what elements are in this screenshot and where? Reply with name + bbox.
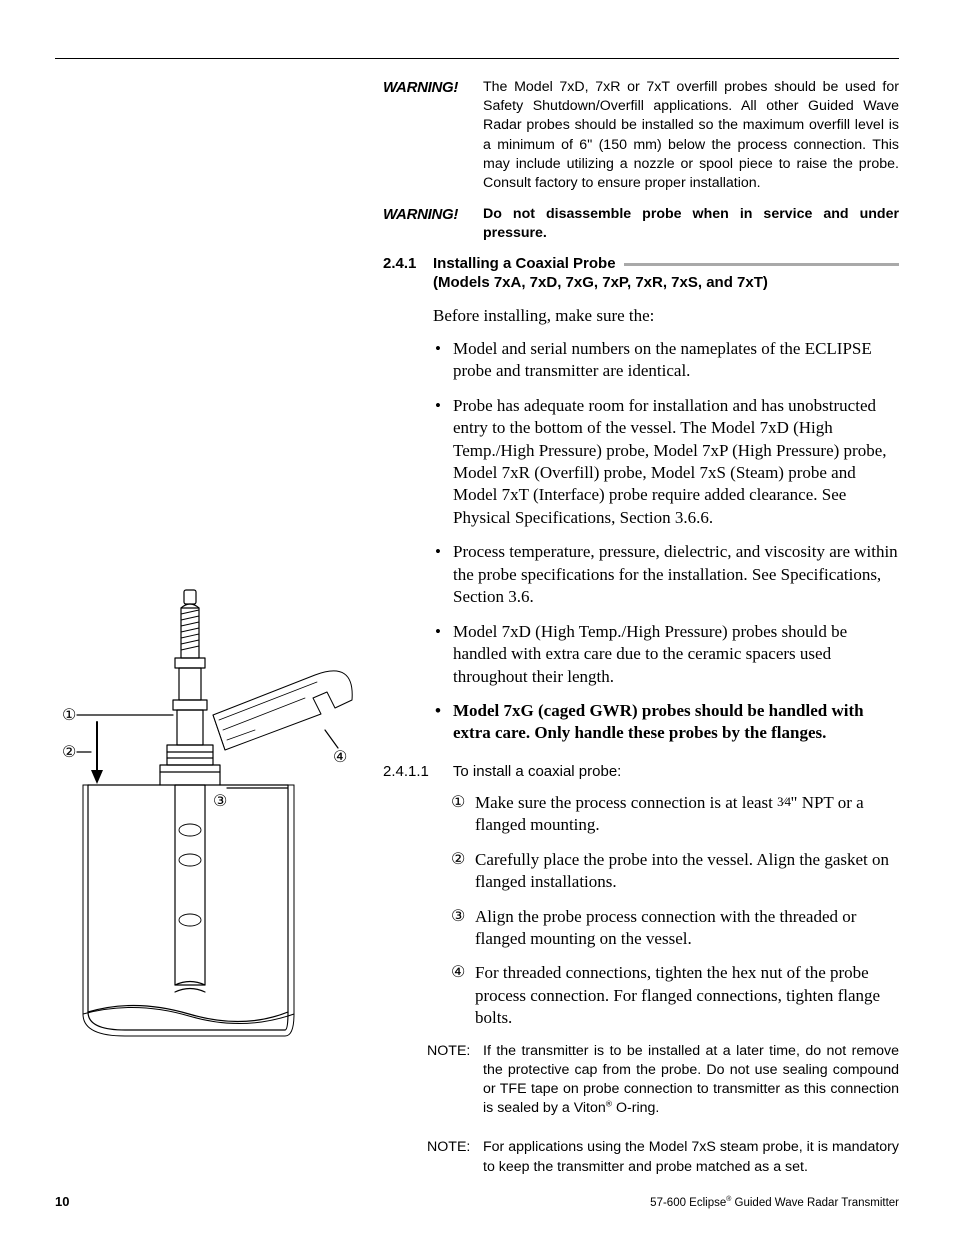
section-title: Installing a Coaxial Probe (433, 255, 616, 272)
numbered-steps: ① Make sure the process connection is at… (383, 792, 899, 1030)
note-2: NOTE: For applications using the Model 7… (383, 1138, 899, 1176)
bullet-list: Model and serial numbers on the nameplat… (383, 338, 899, 745)
warning-2-text: Do not disassemble probe when in service… (483, 206, 899, 241)
subsection-heading: 2.4.1.1 To install a coaxial probe: (383, 763, 899, 780)
bullet-2: Probe has adequate room for installation… (433, 395, 899, 530)
warning-1-text: The Model 7xD, 7xR or 7xT overfill probe… (483, 79, 899, 191)
probe-install-diagram: ① ② ③ ④ (55, 560, 365, 1040)
callout-3: ③ (213, 793, 227, 810)
step-1-num: ① (451, 792, 465, 813)
subsection-title: To install a coaxial probe: (453, 763, 621, 780)
callout-1: ① (62, 707, 76, 724)
warning-1-label: WARNING! (383, 78, 458, 98)
section-heading: 2.4.1 Installing a Coaxial Probe (383, 255, 899, 272)
bullet-4-text: Model 7xD (High Temp./High Pressure) pro… (453, 622, 847, 686)
step-1: ① Make sure the process connection is at… (451, 792, 899, 837)
warning-2: WARNING! Do not disassemble probe when i… (383, 205, 899, 243)
callout-4: ④ (333, 749, 347, 766)
bullet-4: Model 7xD (High Temp./High Pressure) pro… (433, 621, 899, 688)
page-number: 10 (55, 1194, 69, 1209)
bullet-5: Model 7xG (caged GWR) probes should be h… (433, 700, 899, 745)
bullet-5-text: Model 7xG (caged GWR) probes should be h… (453, 701, 864, 742)
step-4: ④ For threaded connections, tighten the … (451, 962, 899, 1029)
subsection-number: 2.4.1.1 (383, 763, 449, 780)
bullet-1: Model and serial numbers on the nameplat… (433, 338, 899, 383)
main-text-column: WARNING! The Model 7xD, 7xR or 7xT overf… (383, 78, 899, 1197)
top-rule (55, 58, 899, 59)
warning-2-label: WARNING! (383, 205, 458, 225)
bullet-2-text: Probe has adequate room for installation… (453, 396, 887, 527)
step-4-text: For threaded connections, tighten the he… (475, 963, 880, 1027)
step-4-num: ④ (451, 962, 465, 983)
section-number: 2.4.1 (383, 255, 416, 272)
step-3-text: Align the probe process connection with … (475, 907, 856, 948)
note-2-label: NOTE: (427, 1138, 470, 1157)
note-2-text: For applications using the Model 7xS ste… (483, 1139, 899, 1174)
bullet-1-text: Model and serial numbers on the nameplat… (453, 339, 872, 380)
heading-rule (624, 263, 899, 266)
diagram-svg: ① ② ③ ④ (55, 560, 365, 1040)
page-footer: 10 57-600 Eclipse® Guided Wave Radar Tra… (55, 1194, 899, 1209)
note-1: NOTE: If the transmitter is to be instal… (383, 1042, 899, 1119)
step-3: ③ Align the probe process connection wit… (451, 906, 899, 951)
note-1-label: NOTE: (427, 1042, 470, 1061)
intro-line: Before installing, make sure the: (383, 305, 899, 327)
callout-2: ② (62, 744, 76, 761)
warning-1: WARNING! The Model 7xD, 7xR or 7xT overf… (383, 78, 899, 193)
step-2-text: Carefully place the probe into the vesse… (475, 850, 889, 891)
step-3-num: ③ (451, 906, 465, 927)
step-2: ② Carefully place the probe into the ves… (451, 849, 899, 894)
bullet-3: Process temperature, pressure, dielectri… (433, 541, 899, 608)
bullet-3-text: Process temperature, pressure, dielectri… (453, 542, 898, 606)
section-subtitle: (Models 7xA, 7xD, 7xG, 7xP, 7xR, 7xS, an… (383, 274, 899, 291)
step-2-num: ② (451, 849, 465, 870)
footer-product: 57-600 Eclipse® Guided Wave Radar Transm… (650, 1197, 899, 1209)
